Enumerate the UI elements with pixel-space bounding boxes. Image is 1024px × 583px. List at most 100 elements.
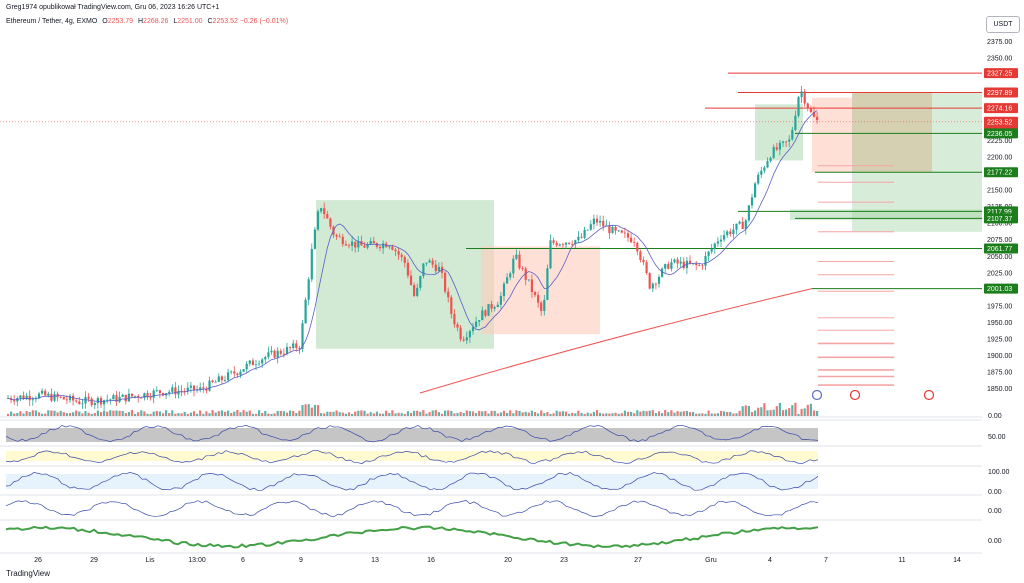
volume-bar: [106, 411, 109, 416]
rsi-band: [6, 428, 818, 442]
candles: [6, 86, 819, 411]
candle: [31, 399, 34, 401]
candle: [183, 391, 186, 392]
volume-bar: [41, 413, 44, 416]
volume-bar: [530, 410, 533, 416]
volume-bar: [13, 413, 16, 416]
price-tick: 2150.00: [987, 188, 1012, 195]
volume-bar: [682, 411, 685, 416]
candle: [217, 376, 220, 382]
volume-bar: [688, 412, 692, 416]
candle: [360, 241, 363, 246]
volume-bar: [199, 410, 202, 416]
volume-bar: [72, 412, 75, 416]
candle: [564, 242, 568, 245]
volume-bar: [375, 411, 378, 416]
candle: [270, 350, 273, 353]
volume-bar: [812, 410, 816, 416]
volume-bar: [744, 405, 747, 416]
candle: [391, 246, 394, 250]
volume-bar: [53, 410, 56, 416]
volume-bar: [769, 410, 772, 416]
candle: [242, 369, 245, 372]
volume-bar: [75, 410, 78, 416]
volume-bar: [174, 413, 177, 416]
candle: [701, 265, 704, 267]
currency-button[interactable]: USDT: [986, 16, 1020, 33]
volume-bar: [68, 413, 72, 416]
candle: [794, 115, 797, 130]
price-label-text: 2297.89: [987, 90, 1012, 97]
volume-bar: [490, 410, 493, 416]
low-label: L: [173, 18, 178, 25]
candle: [41, 390, 44, 394]
candle: [633, 242, 636, 243]
candle: [747, 205, 750, 221]
candle: [688, 260, 692, 264]
volume-bar: [580, 412, 583, 416]
candle: [267, 352, 270, 357]
volume-bar: [419, 411, 422, 416]
candle: [112, 395, 115, 400]
price-label-2107.37: [984, 213, 1018, 224]
volume-bar: [140, 410, 143, 416]
candle: [490, 304, 493, 309]
volume-bar: [65, 413, 68, 416]
volume-bar: [537, 413, 540, 416]
volume-bar: [220, 410, 223, 416]
candle: [363, 245, 366, 248]
volume-bar: [19, 411, 22, 416]
candle: [310, 248, 313, 280]
candle: [344, 244, 347, 246]
volume-bar: [509, 410, 512, 416]
volume-bar: [676, 411, 679, 416]
volume-bar: [99, 412, 103, 416]
volume-bar: [803, 408, 806, 416]
candle: [552, 240, 555, 243]
candle: [574, 240, 577, 245]
candle: [475, 321, 478, 328]
volume-bar: [471, 411, 475, 416]
candle: [568, 242, 571, 244]
candle: [766, 161, 769, 168]
candle: [230, 371, 233, 373]
oscillator-line: [5, 449, 819, 465]
volume-bar: [540, 410, 543, 416]
volume-bar: [667, 412, 670, 416]
volume-bar: [413, 410, 416, 416]
volume-bar: [701, 413, 704, 416]
candle: [413, 285, 416, 296]
price-tick: 1900.00: [987, 353, 1012, 360]
candle: [580, 236, 583, 238]
volume-bar: [636, 410, 639, 416]
volume-bar: [205, 411, 208, 416]
time-tick: 16: [427, 557, 435, 564]
volume-bar: [223, 411, 227, 416]
flag-icon: [923, 389, 935, 401]
candle: [781, 141, 785, 143]
volume-bar: [369, 412, 372, 416]
candle: [118, 396, 121, 402]
volume-bar: [10, 411, 13, 416]
volume-bar: [806, 404, 809, 416]
candle: [654, 283, 657, 285]
volume-bar: [763, 403, 766, 416]
volume-bar: [186, 413, 189, 416]
candle: [357, 241, 360, 248]
volume-bar: [698, 413, 701, 416]
volume-bar: [298, 410, 301, 416]
support-zone: [790, 209, 982, 220]
volume-bar: [502, 410, 506, 416]
volume-bar: [335, 410, 338, 416]
candle: [732, 229, 735, 235]
candle: [134, 395, 137, 397]
candle: [750, 197, 754, 206]
candle: [806, 103, 809, 109]
candle: [161, 393, 165, 396]
price-tick: 2200.00: [987, 155, 1012, 162]
volume-bar: [211, 410, 214, 416]
volume-bar: [233, 411, 236, 416]
candle: [307, 279, 310, 300]
candle: [313, 229, 316, 249]
